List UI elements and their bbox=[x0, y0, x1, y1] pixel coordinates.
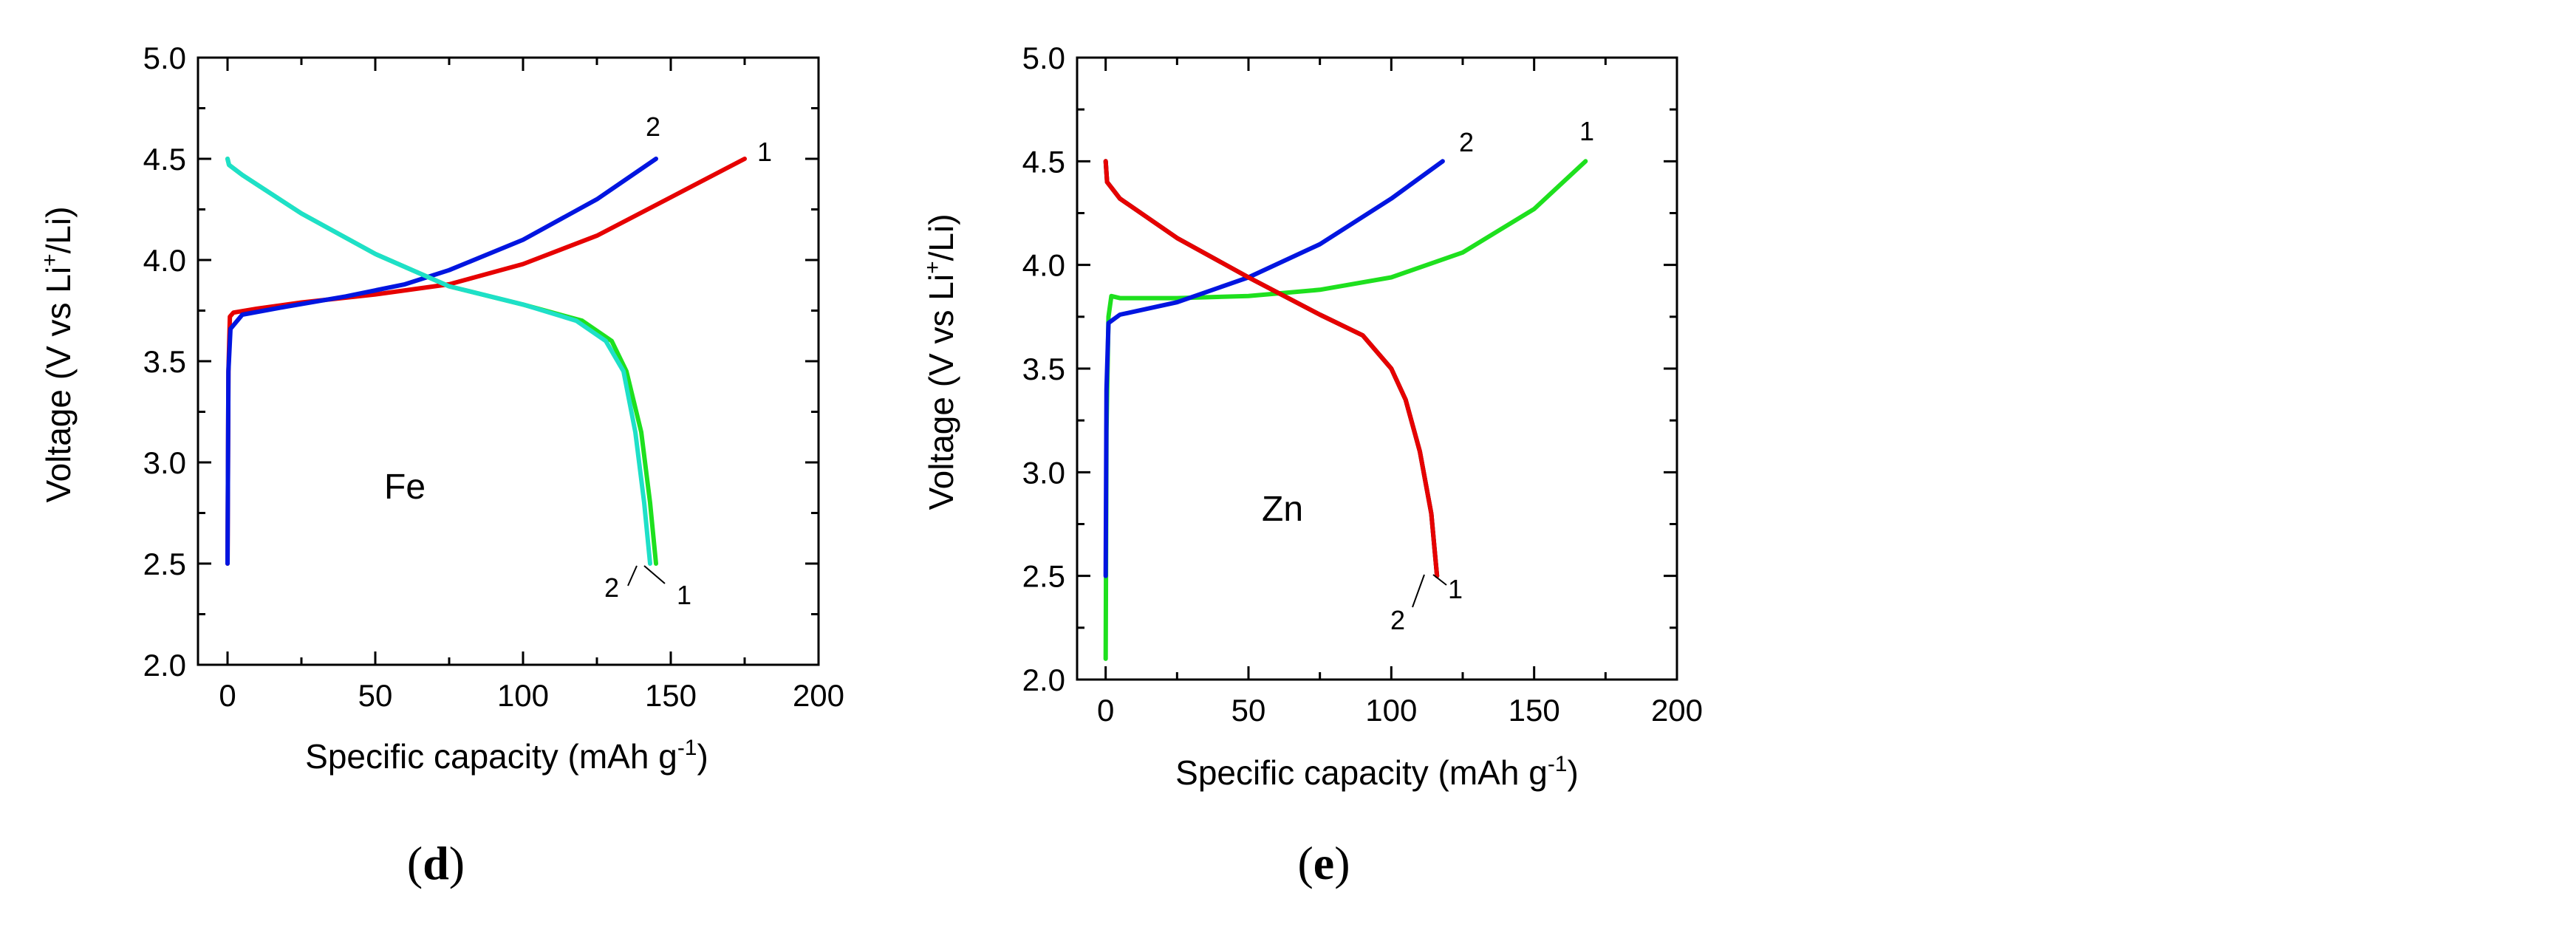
y-tick-label: 2.0 bbox=[143, 648, 186, 683]
y-tick-label: 4.5 bbox=[143, 142, 186, 177]
leader-line-1-d bbox=[643, 565, 666, 584]
plot-frame-d bbox=[197, 56, 820, 666]
element-label-zn: Zn bbox=[1262, 490, 1303, 529]
series-line-cycle-1-charge bbox=[225, 157, 747, 566]
annotation-discharge-1-e: 1 bbox=[1448, 574, 1463, 604]
series-layer-e bbox=[1103, 159, 1588, 661]
x-tick-label: 50 bbox=[1231, 693, 1266, 728]
x-axis-label-d: Specific capacity (mAh g-1) bbox=[305, 736, 708, 776]
panel-label-open-d: ( bbox=[407, 837, 423, 889]
y-ticks-e: 2.0 2.5 3.0 3.5 4.0 4.5 5.0 bbox=[1022, 41, 1677, 697]
x-axis-label-end-e: ) bbox=[1568, 753, 1579, 792]
x-tick-label: 0 bbox=[1097, 693, 1114, 728]
panel-label-e: (e) bbox=[1297, 837, 1350, 889]
y-tick-label: 3.5 bbox=[143, 344, 186, 379]
y-ticks-d: 2.0 2.5 3.0 3.5 4.0 4.5 5.0 bbox=[143, 41, 819, 683]
y-tick-label: 5.0 bbox=[1022, 41, 1065, 75]
x-tick-label: 0 bbox=[219, 678, 236, 713]
annotation-charge-1-d: 1 bbox=[757, 137, 772, 167]
y-axis-label-sup-e: + bbox=[920, 261, 945, 274]
y-axis-label-pre-d: Voltage (V vs Li bbox=[39, 267, 78, 503]
x-tick-label: 100 bbox=[1365, 693, 1417, 728]
x-axis-label-main-d: Specific capacity (mAh g bbox=[305, 737, 677, 776]
annotation-charge-1-e: 1 bbox=[1579, 116, 1594, 146]
panel-label-d: (d) bbox=[407, 837, 465, 889]
y-tick-label: 2.5 bbox=[143, 547, 186, 581]
x-axis-label-end-d: ) bbox=[697, 737, 708, 776]
y-tick-label: 3.5 bbox=[1022, 352, 1065, 386]
x-tick-label: 100 bbox=[497, 678, 549, 713]
leader-line-1-e bbox=[1432, 574, 1447, 586]
panel-label-close-e: ) bbox=[1334, 837, 1350, 889]
panel-label-letter-d: d bbox=[423, 837, 449, 889]
x-axis-label-sup-e: -1 bbox=[1548, 752, 1568, 776]
x-tick-label: 200 bbox=[793, 678, 844, 713]
x-tick-label: 150 bbox=[1509, 693, 1560, 728]
x-axis-label-main-e: Specific capacity (mAh g bbox=[1175, 753, 1548, 792]
y-tick-label: 2.5 bbox=[1022, 559, 1065, 594]
y-tick-label: 3.0 bbox=[1022, 455, 1065, 490]
panel-label-open-e: ( bbox=[1297, 837, 1313, 889]
series-layer-d bbox=[225, 157, 747, 566]
series-line-cycle-2-discharge bbox=[1103, 159, 1440, 578]
element-label-fe: Fe bbox=[384, 468, 426, 507]
y-tick-label: 3.0 bbox=[143, 445, 186, 480]
x-tick-label: 50 bbox=[358, 678, 393, 713]
annotation-charge-2-e: 2 bbox=[1459, 127, 1474, 157]
y-axis-label-pre-e: Voltage (V vs Li bbox=[922, 274, 960, 510]
y-axis-label-e: Voltage (V vs Li+/Li) bbox=[920, 213, 960, 510]
y-axis-label-post-e: /Li) bbox=[922, 213, 960, 261]
annotation-discharge-1-d: 1 bbox=[677, 580, 691, 610]
x-tick-label: 150 bbox=[645, 678, 697, 713]
panel-label-close-d: ) bbox=[449, 837, 465, 889]
x-tick-label: 200 bbox=[1651, 693, 1703, 728]
y-axis-label-d: Voltage (V vs Li+/Li) bbox=[38, 206, 78, 502]
x-axis-label-sup-d: -1 bbox=[677, 736, 697, 760]
series-line-cycle-2-charge bbox=[1103, 159, 1445, 578]
annotation-discharge-2-d: 2 bbox=[604, 572, 619, 603]
x-axis-label-e: Specific capacity (mAh g-1) bbox=[1175, 752, 1579, 792]
series-line-cycle-1-discharge bbox=[225, 157, 658, 566]
series-line-cycle-2-charge bbox=[225, 157, 658, 566]
chart-panel-d: 0 50 100 150 200 2.02.53.03.54.04.55.0 Fe 2 … bbox=[38, 41, 844, 889]
y-tick-label: 5.0 bbox=[143, 41, 186, 75]
y-axis-label-post-d: /Li) bbox=[39, 206, 78, 253]
y-tick-label: 2.0 bbox=[1022, 663, 1065, 697]
leader-line-2-e bbox=[1412, 574, 1425, 608]
panel-label-letter-e: e bbox=[1313, 837, 1334, 889]
y-tick-label: 4.5 bbox=[1022, 144, 1065, 179]
y-tick-label: 4.0 bbox=[1022, 248, 1065, 283]
x-ticks-d: 0 50 100 150 200 bbox=[219, 58, 844, 713]
x-ticks-e: 0 50 100 150 200 bbox=[1097, 58, 1703, 728]
leader-line-2-d bbox=[627, 565, 638, 586]
chart-panel-e: 0 50 100 150 200 2.02.53.03.54.04.55.0 Zn 2 … bbox=[920, 41, 1703, 889]
annotation-charge-2-d: 2 bbox=[646, 112, 660, 142]
y-tick-label: 4.0 bbox=[143, 243, 186, 278]
plot-frame-e bbox=[1076, 56, 1678, 681]
annotation-discharge-2-e: 2 bbox=[1390, 605, 1405, 635]
series-line-cycle-2-discharge bbox=[225, 157, 652, 566]
y-axis-label-sup-d: + bbox=[38, 253, 62, 267]
